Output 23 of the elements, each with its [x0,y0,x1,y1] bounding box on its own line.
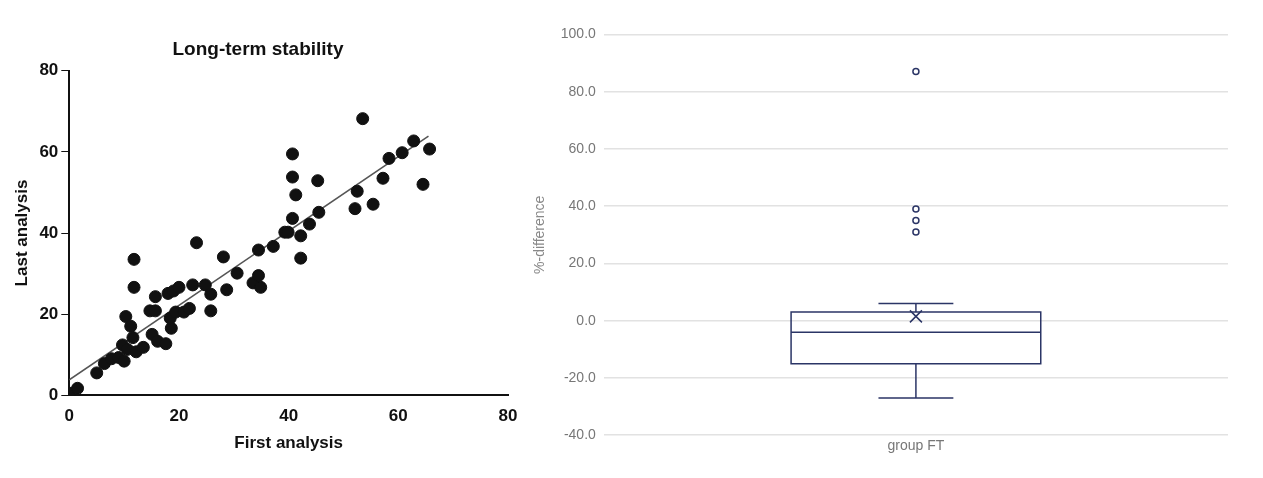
y-tick-label: 80 [39,60,59,80]
y-tick-label: 40.0 [568,197,597,214]
y-tick-label: -20.0 [563,368,597,385]
y-tick-label: 20 [39,303,59,323]
y-tick-label: 0 [48,384,59,404]
x-tick-label: 40 [279,406,299,426]
y-tick-label: 80.0 [568,82,597,99]
y-tick-label: 20.0 [568,254,597,271]
y-tick-label: 40 [39,222,59,242]
x-tick-label: 60 [388,406,408,426]
y-axis-title: %-difference [531,195,548,274]
y-tick-label: -40.0 [563,426,597,443]
y-tick-label: 0.0 [576,311,597,328]
y-tick-label: 60 [39,141,59,161]
y-tick-label: 100.0 [560,25,597,42]
x-tick-label: 20 [169,406,189,426]
y-tick-label: 60.0 [568,139,597,156]
x-axis-title: First analysis [234,433,343,453]
x-tick-label: group FT [887,437,945,454]
chart-title: Long-term stability [172,37,344,59]
x-tick-label: 80 [498,406,518,426]
x-tick-label: 0 [64,406,75,426]
y-axis-title: Last analysis [11,179,31,287]
